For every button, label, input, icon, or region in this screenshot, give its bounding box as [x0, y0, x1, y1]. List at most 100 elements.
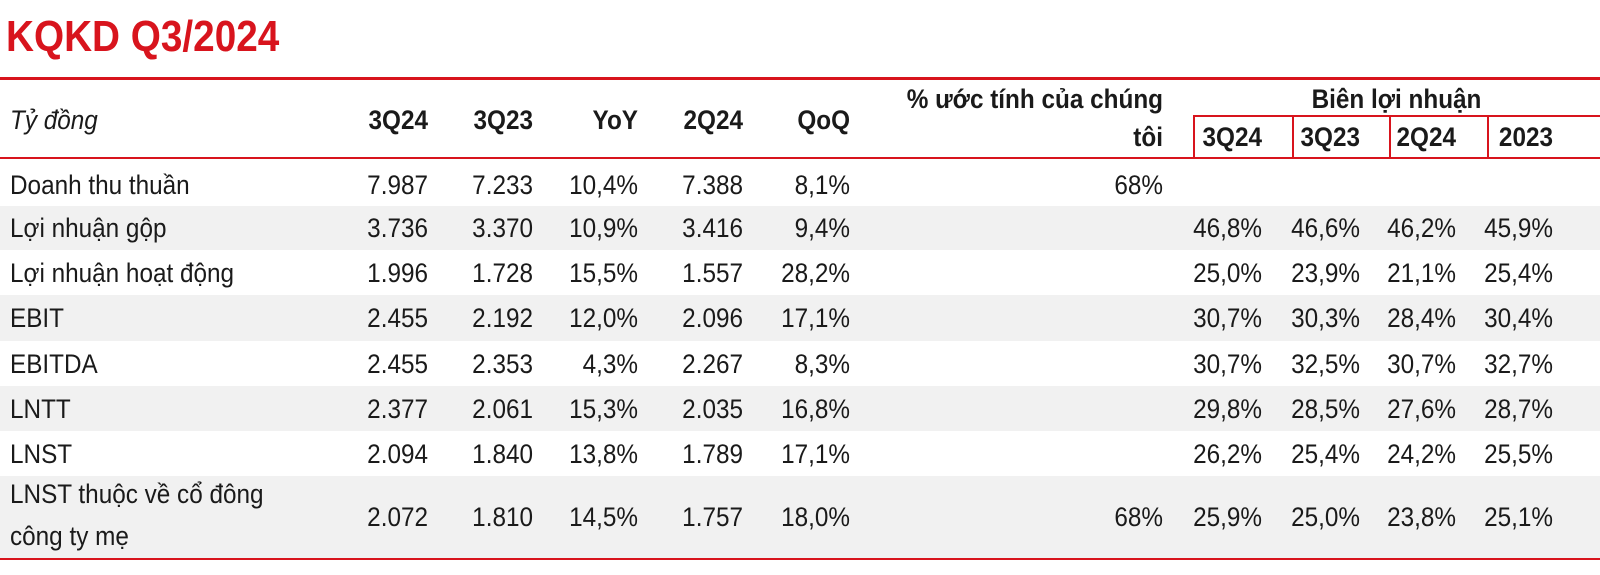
margin-cell: 27,6%: [1387, 394, 1456, 424]
table-cell: 16,8%: [781, 394, 850, 424]
row-label: LNTT: [10, 394, 71, 424]
margin-column-separator: [1487, 116, 1489, 158]
margin-cell: 25,4%: [1291, 439, 1360, 469]
table-cell: 3.370: [472, 213, 533, 243]
row-stripe: [0, 295, 1600, 341]
margin-cell: 25,0%: [1291, 502, 1360, 532]
row-label: LNST: [10, 439, 73, 469]
table-cell: 2.455: [367, 349, 428, 379]
margin-cell: 28,4%: [1387, 303, 1456, 333]
margin-cell: 30,7%: [1193, 349, 1262, 379]
table-cell: 17,1%: [781, 439, 850, 469]
table-cell: 2.096: [682, 303, 743, 333]
margin-cell: 46,6%: [1291, 213, 1360, 243]
estimate-header-line1: % ước tính của chúng: [906, 84, 1163, 114]
margin-cell: 32,7%: [1484, 349, 1553, 379]
table-cell: 1.996: [367, 258, 428, 288]
table-cell: 2.061: [472, 394, 533, 424]
row-label: EBIT: [10, 303, 65, 333]
margin-cell: 28,5%: [1291, 394, 1360, 424]
margin-cell: 23,8%: [1387, 502, 1456, 532]
margin-cell: 30,4%: [1484, 303, 1553, 333]
table-cell: 15,3%: [569, 394, 638, 424]
table-cell: 1.557: [682, 258, 743, 288]
margin-cell: 32,5%: [1291, 349, 1360, 379]
margin-cell: 25,5%: [1484, 439, 1553, 469]
margin-cell: 28,7%: [1484, 394, 1553, 424]
table-cell: 2.353: [472, 349, 533, 379]
margin-column-separator: [1193, 116, 1195, 158]
row-label: Doanh thu thuần: [10, 170, 190, 200]
margin-column-header: 3Q23: [1300, 122, 1360, 152]
table-cell: 2.192: [472, 303, 533, 333]
margin-column-header: 3Q24: [1202, 122, 1262, 152]
row-stripe: [0, 476, 1600, 558]
margin-cell: 25,4%: [1484, 258, 1553, 288]
bottom-divider: [0, 557, 1600, 560]
row-label: Lợi nhuận hoạt động: [10, 258, 235, 288]
column-header: YoY: [592, 105, 638, 135]
row-label-continued: công ty mẹ: [10, 521, 129, 551]
table-cell: 28,2%: [781, 258, 850, 288]
table-cell: 1.728: [472, 258, 533, 288]
margin-cell: 45,9%: [1484, 213, 1553, 243]
table-cell: 10,4%: [569, 170, 638, 200]
estimate-header-line2: tôi: [1133, 122, 1163, 152]
margin-column-separator: [1292, 116, 1294, 158]
margin-group-divider: [1193, 115, 1600, 117]
table-cell: 13,8%: [569, 439, 638, 469]
table-cell: 14,5%: [569, 502, 638, 532]
margin-column-header: 2Q24: [1396, 122, 1456, 152]
margin-cell: 30,7%: [1387, 349, 1456, 379]
table-cell: 2.267: [682, 349, 743, 379]
table-cell: 2.455: [367, 303, 428, 333]
margin-cell: 25,0%: [1193, 258, 1262, 288]
margin-cell: 29,8%: [1193, 394, 1262, 424]
column-header: 3Q24: [368, 105, 428, 135]
table-cell: 7.388: [682, 170, 743, 200]
table-cell: 15,5%: [569, 258, 638, 288]
header-divider: [0, 157, 1600, 159]
row-stripe: [0, 206, 1600, 250]
estimate-cell: 68%: [1114, 502, 1163, 532]
margin-cell: 21,1%: [1387, 258, 1456, 288]
table-cell: 7.233: [472, 170, 533, 200]
table-cell: 8,3%: [794, 349, 850, 379]
table-cell: 12,0%: [569, 303, 638, 333]
row-stripe: [0, 386, 1600, 431]
table-cell: 4,3%: [582, 349, 638, 379]
table-cell: 1.810: [472, 502, 533, 532]
margin-cell: 46,8%: [1193, 213, 1262, 243]
table-cell: 1.789: [682, 439, 743, 469]
table-cell: 8,1%: [794, 170, 850, 200]
table-cell: 7.987: [367, 170, 428, 200]
margin-column-header: 2023: [1498, 122, 1553, 152]
margin-cell: 24,2%: [1387, 439, 1456, 469]
table-cell: 3.416: [682, 213, 743, 243]
top-divider: [0, 77, 1600, 80]
margin-cell: 30,7%: [1193, 303, 1262, 333]
estimate-cell: 68%: [1114, 170, 1163, 200]
table-cell: 3.736: [367, 213, 428, 243]
margin-cell: 23,9%: [1291, 258, 1360, 288]
table-cell: 10,9%: [569, 213, 638, 243]
table-cell: 2.377: [367, 394, 428, 424]
table-cell: 2.035: [682, 394, 743, 424]
column-header: 2Q24: [683, 105, 743, 135]
table-cell: 18,0%: [781, 502, 850, 532]
row-label: LNST thuộc về cổ đông: [10, 479, 264, 509]
table-cell: 9,4%: [794, 213, 850, 243]
report-title: KQKD Q3/2024: [6, 12, 280, 61]
row-label: Lợi nhuận gộp: [10, 213, 167, 243]
table-cell: 2.072: [367, 502, 428, 532]
margin-cell: 26,2%: [1193, 439, 1262, 469]
margin-cell: 25,9%: [1193, 502, 1262, 532]
margin-column-separator: [1389, 116, 1391, 158]
margin-cell: 30,3%: [1291, 303, 1360, 333]
margin-group-header: Biên lợi nhuận: [1311, 84, 1482, 114]
table-cell: 1.840: [472, 439, 533, 469]
margin-cell: 46,2%: [1387, 213, 1456, 243]
table-cell: 17,1%: [781, 303, 850, 333]
table-cell: 2.094: [367, 439, 428, 469]
table-cell: 1.757: [682, 502, 743, 532]
